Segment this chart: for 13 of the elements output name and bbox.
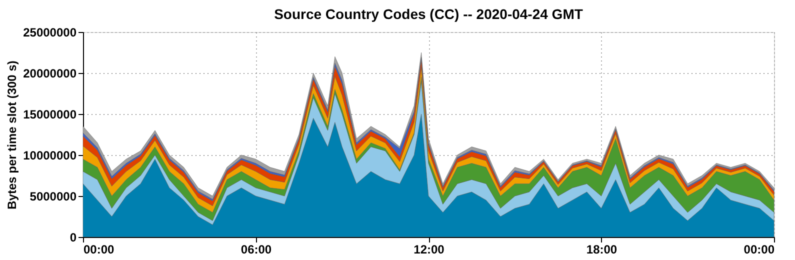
y-tick-label: 25000000: [23, 26, 77, 40]
x-tick-label: 06:00: [240, 242, 272, 256]
x-tick-label: 12:00: [414, 242, 445, 256]
y-tick-label: 0: [70, 230, 77, 244]
x-tick-label: 00:00: [744, 242, 775, 256]
y-tick-label: 10000000: [23, 148, 77, 162]
y-tick-label: 20000000: [23, 66, 77, 80]
y-tick-label: 15000000: [23, 108, 77, 122]
chart-title: Source Country Codes (CC) -- 2020-04-24 GMT: [274, 6, 584, 22]
y-tick-label: 5000000: [30, 190, 77, 204]
x-tick-label: 18:00: [586, 242, 618, 256]
x-tick-label: 00:00: [84, 242, 115, 256]
y-axis-title: Bytes per time slot (300 s): [5, 60, 20, 210]
